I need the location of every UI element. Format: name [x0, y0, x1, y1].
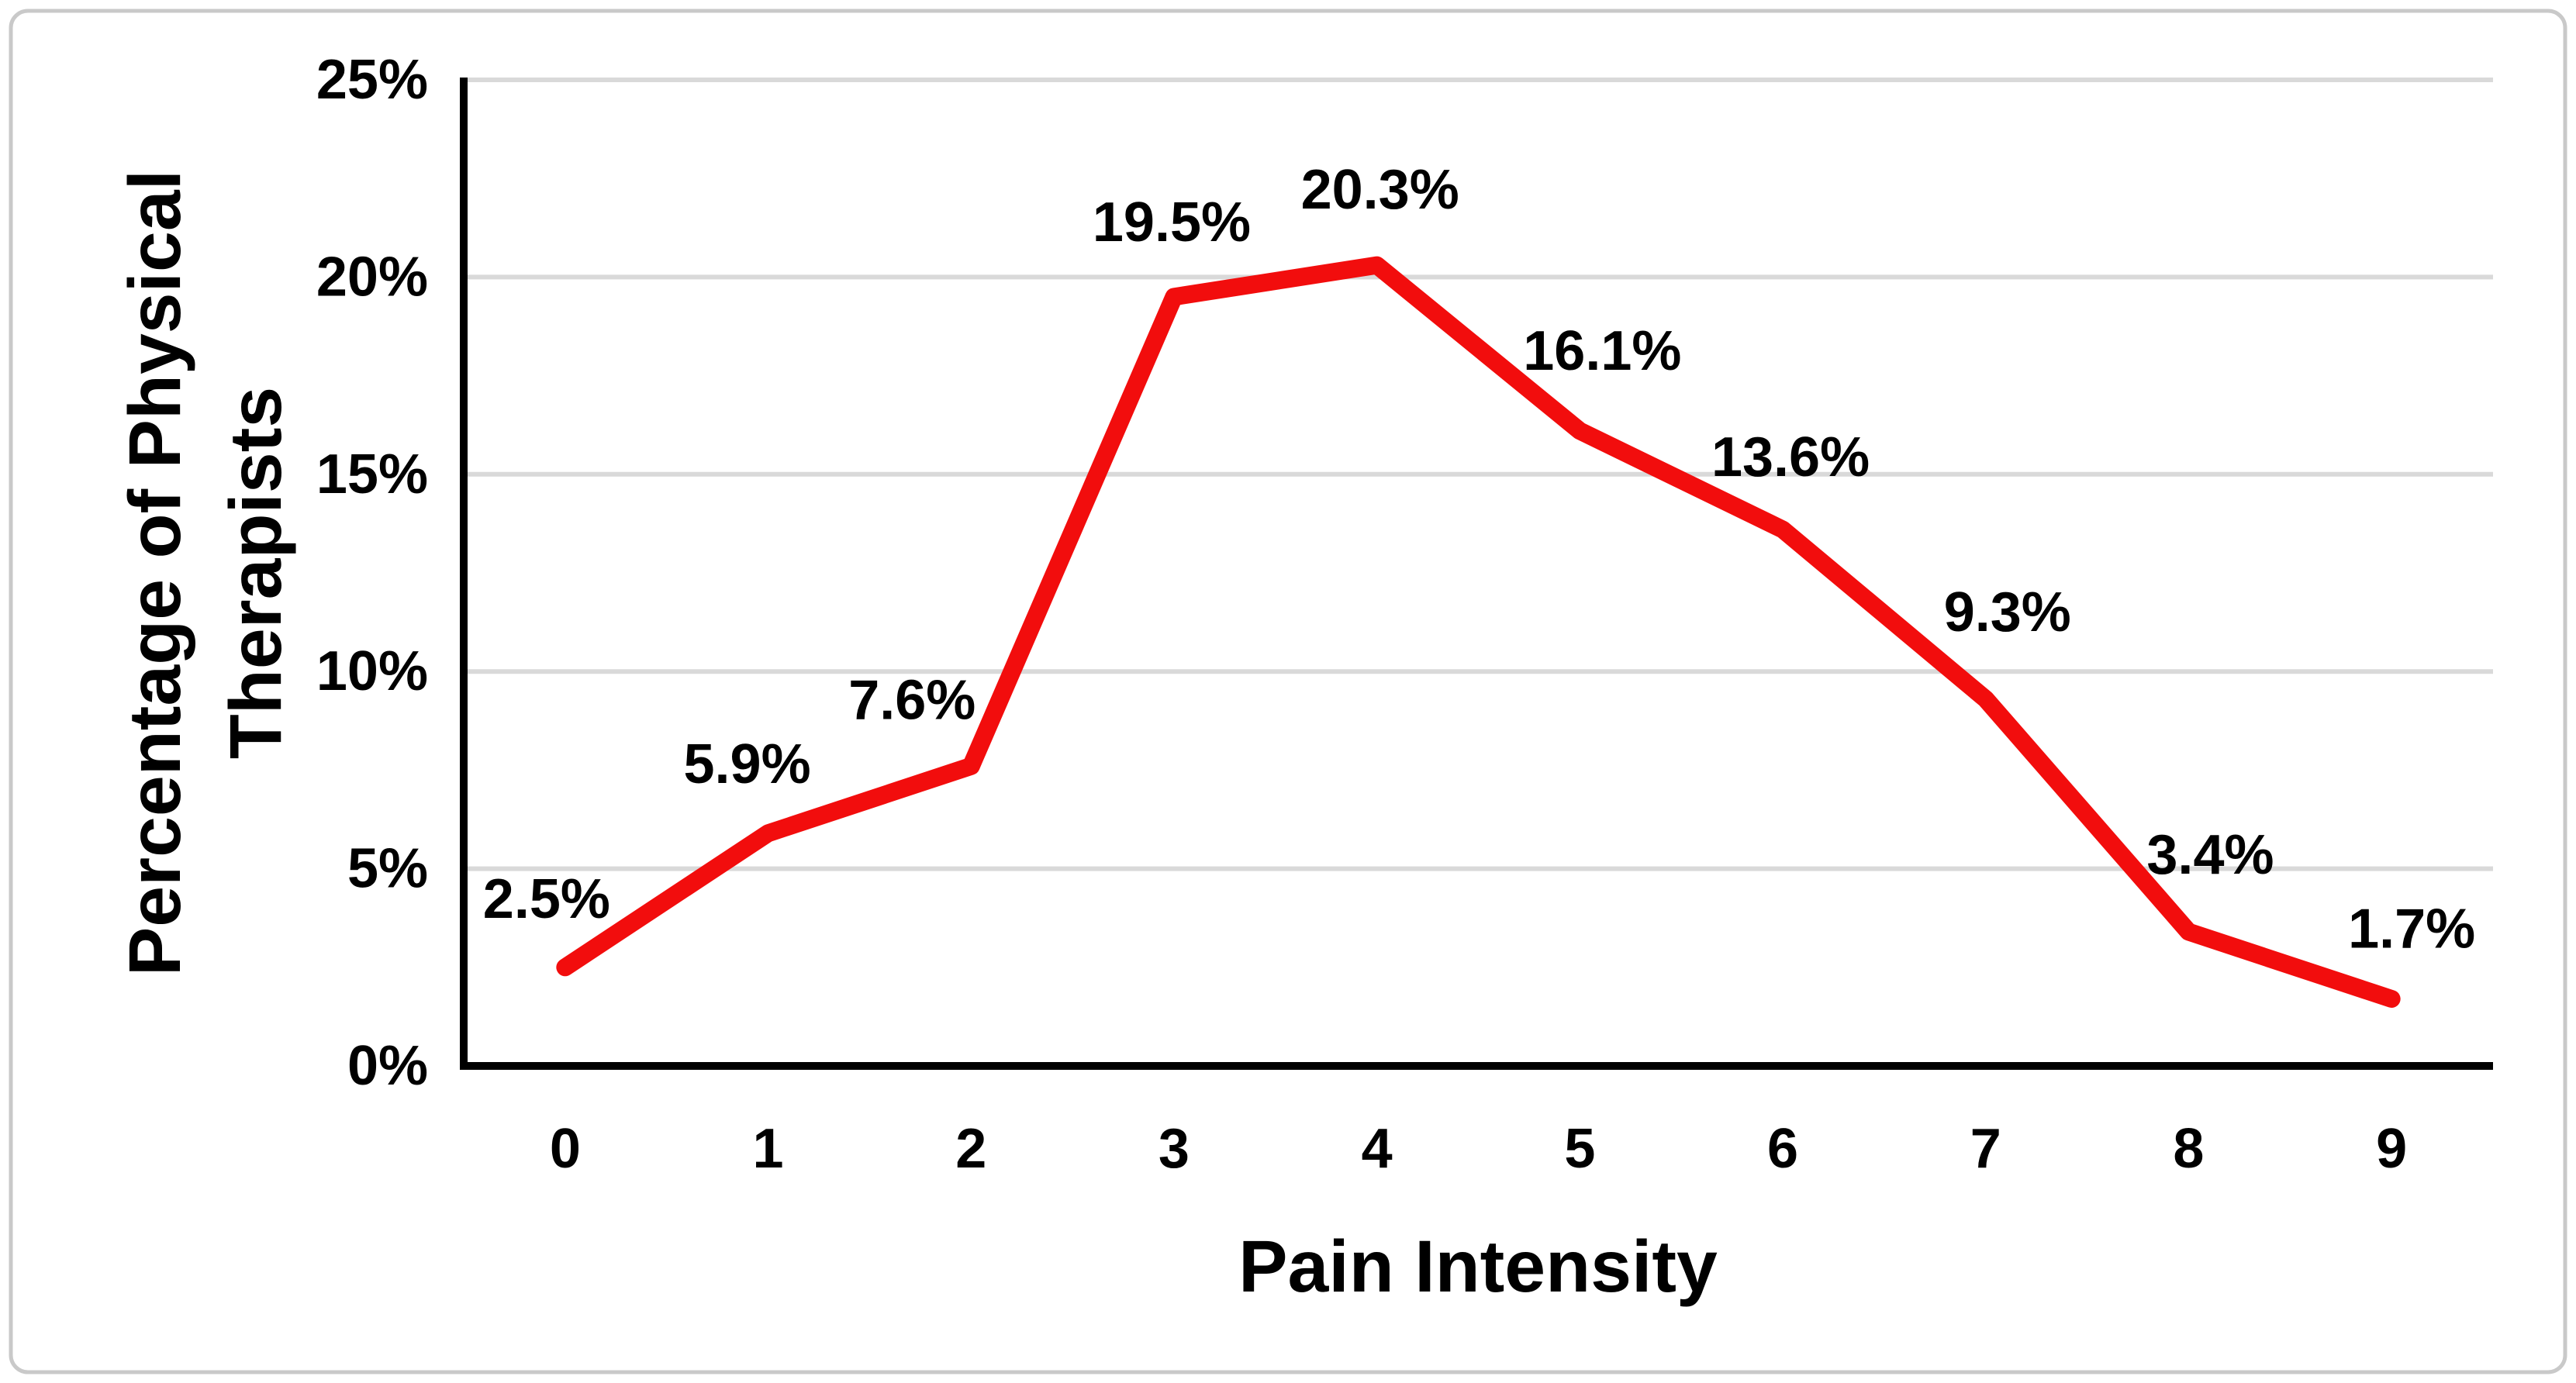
data-label-1: 5.9% [683, 733, 810, 795]
tick-labels-group: 0% 5% 10% 15% 20% 25% 0 1 2 3 4 5 6 7 8 9 [316, 49, 2407, 1180]
x-axis-title: Pain Intensity [1238, 1226, 1718, 1308]
data-label-2: 7.6% [848, 669, 975, 731]
x-tick-label-5: 5 [1564, 1118, 1595, 1180]
data-label-8: 3.4% [2146, 824, 2274, 886]
x-tick-label-8: 8 [2173, 1118, 2204, 1180]
y-axis-title-line1: Percentage of Physical [114, 170, 196, 976]
gridlines-group [464, 78, 2493, 871]
x-tick-label-6: 6 [1767, 1118, 1798, 1180]
x-tick-label-1: 1 [753, 1118, 784, 1180]
chart-frame-border [9, 9, 2567, 1374]
y-tick-label-5%: 5% [347, 838, 428, 900]
series-group [556, 256, 2401, 1009]
data-label-5: 16.1% [1523, 320, 1681, 382]
data-label-6: 13.6% [1711, 426, 1870, 488]
y-tick-label-0%: 0% [347, 1035, 428, 1097]
x-tick-label-9: 9 [2376, 1118, 2407, 1180]
y-axis-title-line2: Therapists [215, 387, 297, 759]
data-label-4: 20.3% [1301, 159, 1459, 221]
data-labels-group: 2.5% 5.9% 7.6% 19.5% 20.3% 16.1% 13.6% 9.3% 3.4%… [483, 159, 2475, 960]
x-tick-label-7: 7 [1970, 1118, 2001, 1180]
data-label-7: 9.3% [1944, 581, 2071, 643]
x-tick-label-4: 4 [1362, 1118, 1393, 1180]
y-tick-label-15%: 15% [316, 443, 428, 505]
data-label-0: 2.5% [483, 868, 610, 930]
x-tick-label-3: 3 [1159, 1118, 1190, 1180]
y-tick-label-10%: 10% [316, 640, 428, 702]
x-tick-label-0: 0 [550, 1118, 581, 1180]
series-line [556, 256, 2401, 1009]
data-label-3: 19.5% [1093, 191, 1251, 253]
axes-group [460, 78, 2493, 1070]
y-tick-label-25%: 25% [316, 49, 428, 111]
y-tick-label-20%: 20% [316, 246, 428, 308]
data-label-9: 1.7% [2348, 898, 2475, 961]
x-tick-label-2: 2 [955, 1118, 986, 1180]
